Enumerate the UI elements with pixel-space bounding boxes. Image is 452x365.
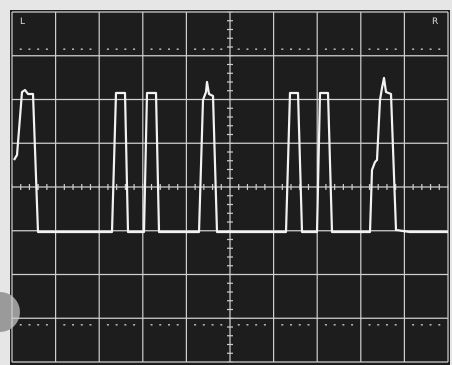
right-label: R [432, 17, 438, 27]
left-label: L [20, 17, 25, 27]
oscilloscope: L R [0, 0, 452, 365]
page: L R (() => { const data = JSON.parse(doc… [0, 0, 452, 365]
